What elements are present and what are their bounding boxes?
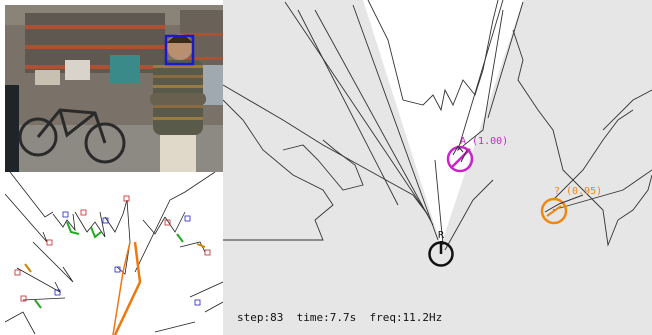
- robot-label: R: [438, 230, 445, 241]
- bicycle: [18, 108, 126, 164]
- target-a-marker: [446, 145, 474, 173]
- status-readout: step:83 time:7.7s freq:11.2Hz: [237, 311, 443, 324]
- person: [150, 34, 206, 172]
- beam-line-strong: [113, 241, 142, 335]
- leg-markers: [14, 195, 211, 306]
- robot-marker: [428, 241, 454, 267]
- target-unknown-label: ? (0.95): [554, 186, 602, 197]
- tracking-map: A (1.00) ? (0.95) R step:83 time:7.7s fr…: [223, 0, 652, 335]
- free-space-cone: [363, 0, 523, 245]
- face-detection-box: [164, 34, 195, 66]
- leg-segments: [24, 221, 206, 309]
- beam-line: [112, 241, 131, 335]
- leg-detection-view: [5, 172, 223, 335]
- camera-view: [5, 5, 223, 172]
- map-canvas: A (1.00) ? (0.95) R: [223, 0, 652, 335]
- target-unknown-marker: [540, 194, 584, 225]
- target-a-label: A (1.00): [460, 136, 508, 147]
- camera-image: [5, 5, 223, 172]
- scan-plot: [5, 172, 223, 335]
- scan-lines: [5, 172, 223, 335]
- map-scan-contour: [223, 0, 652, 251]
